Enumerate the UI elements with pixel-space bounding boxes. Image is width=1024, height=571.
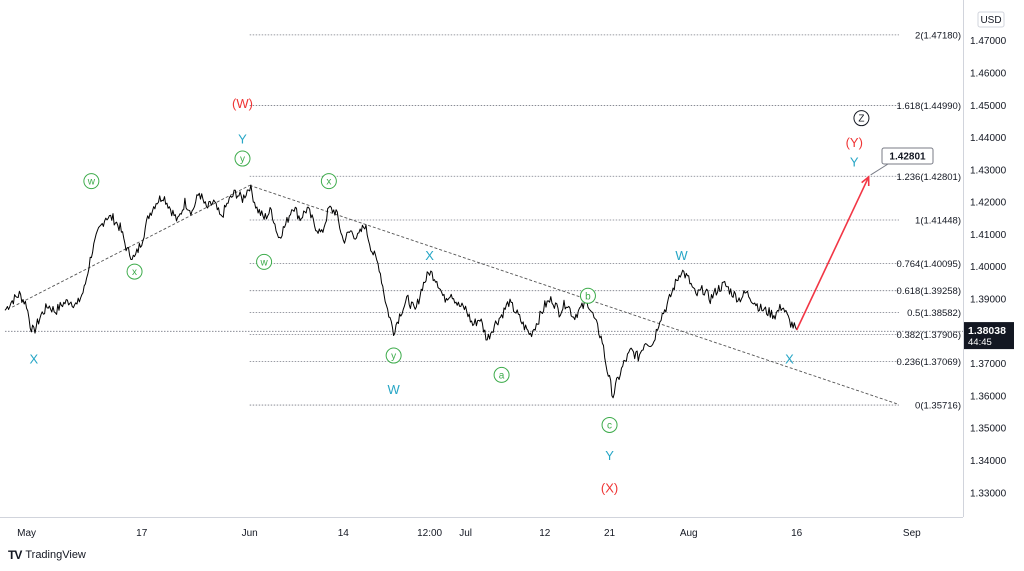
y-axis-tick-label: 1.40000 bbox=[970, 262, 1007, 273]
fib-level-label: 1(1.41448) bbox=[915, 215, 961, 226]
trend-line[interactable] bbox=[249, 184, 898, 405]
x-axis-tick-label: Aug bbox=[680, 528, 698, 539]
wave-label: w bbox=[87, 177, 96, 188]
x-axis-tick-label: Jul bbox=[459, 528, 472, 539]
last-price-badge bbox=[964, 322, 1014, 350]
wave-label-circle-icon bbox=[234, 150, 251, 167]
forecast-arrow[interactable] bbox=[795, 176, 870, 331]
target-callout-box[interactable] bbox=[881, 147, 934, 165]
tradingview-brand[interactable]: TV TradingView bbox=[8, 548, 86, 562]
x-axis-tick-label: 21 bbox=[604, 528, 616, 539]
wave-label: (X) bbox=[601, 480, 618, 495]
fib-level-label: 0(1.35716) bbox=[915, 401, 961, 412]
x-axis-tick-label: May bbox=[17, 528, 36, 539]
y-axis-tick-label: 1.39000 bbox=[970, 295, 1007, 306]
wave-label-circle-icon bbox=[83, 173, 100, 190]
y-axis-tick-label: 1.45000 bbox=[970, 101, 1007, 112]
fib-level-label: 1.236(1.42801) bbox=[897, 172, 961, 183]
wave-label-circle-icon bbox=[493, 366, 510, 383]
wave-label: X bbox=[29, 351, 38, 366]
price-series-line[interactable] bbox=[4, 184, 798, 399]
y-axis-tick-label: 1.44000 bbox=[970, 133, 1007, 144]
wave-label-circle-icon bbox=[601, 416, 618, 433]
wave-label: (Y) bbox=[846, 135, 863, 150]
y-axis-tick-label: 1.47000 bbox=[970, 36, 1007, 47]
wave-label: a bbox=[499, 370, 505, 381]
wave-label: c bbox=[607, 420, 612, 431]
wave-label-circle-icon bbox=[256, 253, 273, 270]
wave-label: (W) bbox=[232, 96, 253, 111]
x-axis-tick-label: 16 bbox=[791, 528, 803, 539]
wave-label: b bbox=[585, 291, 591, 302]
y-axis-tick-label: 1.41000 bbox=[970, 230, 1007, 241]
wave-label: w bbox=[259, 257, 268, 268]
wave-label: X bbox=[425, 248, 434, 263]
fib-level-label: 0.5(1.38582) bbox=[907, 308, 961, 319]
tradingview-logo-icon: TV bbox=[8, 548, 22, 562]
currency-label: USD bbox=[980, 15, 1001, 26]
fib-level-label: 2(1.47180) bbox=[915, 30, 961, 41]
y-axis-tick-label: 1.35000 bbox=[970, 424, 1007, 435]
wave-label: X bbox=[785, 351, 794, 366]
wave-label-circle-icon bbox=[853, 110, 870, 127]
y-axis-tick-label: 1.37000 bbox=[970, 359, 1007, 370]
y-axis-tick-label: 1.33000 bbox=[970, 488, 1007, 499]
wave-label-circle-icon bbox=[126, 263, 143, 280]
x-axis-tick-label: 17 bbox=[136, 528, 148, 539]
wave-label: y bbox=[391, 351, 396, 362]
forecast-arrow-head-icon bbox=[861, 175, 870, 186]
y-axis-tick-label: 1.42000 bbox=[970, 198, 1007, 209]
wave-label: y bbox=[240, 154, 245, 165]
wave-label: Y bbox=[238, 132, 247, 147]
y-axis-tick-label: 1.46000 bbox=[970, 68, 1007, 79]
fib-level-label: 0.764(1.40095) bbox=[897, 259, 961, 270]
fib-level-label: 0.618(1.39258) bbox=[897, 286, 961, 297]
wave-label: Z bbox=[858, 114, 864, 125]
target-callout-pointer bbox=[870, 163, 889, 176]
wave-label: W bbox=[675, 248, 688, 263]
wave-label: W bbox=[387, 382, 400, 397]
wave-label: Y bbox=[850, 154, 859, 169]
fib-level-label: 0.382(1.37906) bbox=[897, 330, 961, 341]
fib-level-label: 0.236(1.37069) bbox=[897, 357, 961, 368]
wave-label: Y bbox=[605, 448, 614, 463]
x-axis-tick-label: 12:00 bbox=[417, 528, 442, 539]
bar-countdown-label: 44:45 bbox=[968, 337, 992, 348]
last-price-label: 1.38038 bbox=[968, 325, 1006, 337]
y-axis-tick-label: 1.43000 bbox=[970, 165, 1007, 176]
fib-level-label: 1.618(1.44990) bbox=[897, 101, 961, 112]
x-axis-tick-label: Sep bbox=[903, 528, 921, 539]
target-callout-label: 1.42801 bbox=[889, 152, 926, 163]
wave-label-circle-icon bbox=[320, 173, 337, 190]
currency-badge[interactable] bbox=[977, 11, 1005, 28]
y-axis-tick-label: 1.34000 bbox=[970, 456, 1007, 467]
brand-name: TradingView bbox=[25, 549, 86, 561]
x-axis-tick-label: 12 bbox=[539, 528, 551, 539]
wave-label: x bbox=[132, 267, 137, 278]
x-axis-tick-label: 14 bbox=[338, 528, 350, 539]
x-axis-tick-label: Jun bbox=[242, 528, 258, 539]
wave-label: x bbox=[326, 177, 331, 188]
trend-line[interactable] bbox=[11, 184, 250, 308]
wave-label-circle-icon bbox=[579, 287, 596, 304]
y-axis-tick-label: 1.36000 bbox=[970, 391, 1007, 402]
wave-label-circle-icon bbox=[385, 347, 402, 364]
